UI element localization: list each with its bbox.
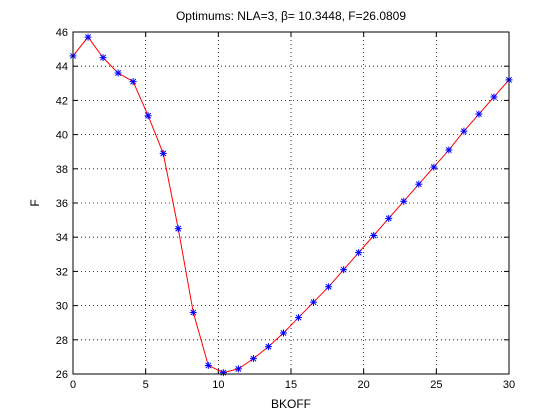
x-tick-label: 0	[70, 379, 76, 391]
data-point	[219, 369, 227, 377]
data-point	[445, 146, 453, 154]
data-series	[69, 33, 513, 377]
x-tick-label: 15	[285, 379, 297, 391]
data-point	[460, 127, 468, 135]
data-point	[295, 314, 303, 322]
data-point	[340, 266, 348, 274]
data-point	[129, 78, 137, 86]
y-tick-label: 34	[56, 232, 68, 244]
axis-ticks: 0 5 10 15 20 25 30 26 28 30 32 34 36 38 40 42 44 46	[56, 27, 515, 391]
axes-frame	[72, 31, 510, 375]
data-point	[385, 214, 393, 222]
series-line	[72, 36, 510, 374]
y-tick-label: 44	[56, 61, 68, 73]
x-tick-label: 5	[143, 379, 149, 391]
data-point	[99, 54, 107, 62]
data-point	[159, 149, 167, 157]
data-point	[204, 361, 212, 369]
data-point	[490, 93, 498, 101]
y-tick-label: 46	[56, 27, 68, 39]
data-point	[84, 33, 92, 41]
x-tick-label: 20	[358, 379, 370, 391]
data-point	[355, 249, 363, 257]
grid-lines	[73, 32, 509, 374]
data-point	[189, 308, 197, 316]
data-point	[370, 231, 378, 239]
data-point	[249, 355, 257, 363]
data-point	[415, 180, 423, 188]
data-point	[174, 225, 182, 233]
x-axis-label: BKOFF	[271, 397, 311, 411]
y-tick-label: 36	[56, 198, 68, 210]
y-tick-label: 26	[56, 369, 68, 381]
data-point	[144, 112, 152, 120]
data-point	[114, 69, 122, 77]
y-tick-label: 42	[56, 95, 68, 107]
data-point	[264, 343, 272, 351]
data-point	[325, 283, 333, 291]
data-point	[279, 329, 287, 337]
data-point	[234, 365, 242, 373]
y-tick-label: 30	[56, 301, 68, 313]
x-tick-label: 25	[430, 379, 442, 391]
data-point	[310, 298, 318, 306]
data-point	[475, 110, 483, 118]
x-tick-label: 30	[503, 379, 515, 391]
y-tick-label: 40	[56, 130, 68, 142]
chart-title: Optimums: NLA=3, β= 10.3448, F=26.0809	[176, 9, 406, 23]
data-point	[400, 197, 408, 205]
plot-area	[72, 31, 510, 375]
y-tick-label: 38	[56, 164, 68, 176]
x-tick-label: 10	[212, 379, 224, 391]
y-axis-label: F	[28, 199, 42, 206]
y-tick-label: 32	[56, 266, 68, 278]
data-point	[430, 163, 438, 171]
y-tick-label: 28	[56, 335, 68, 347]
